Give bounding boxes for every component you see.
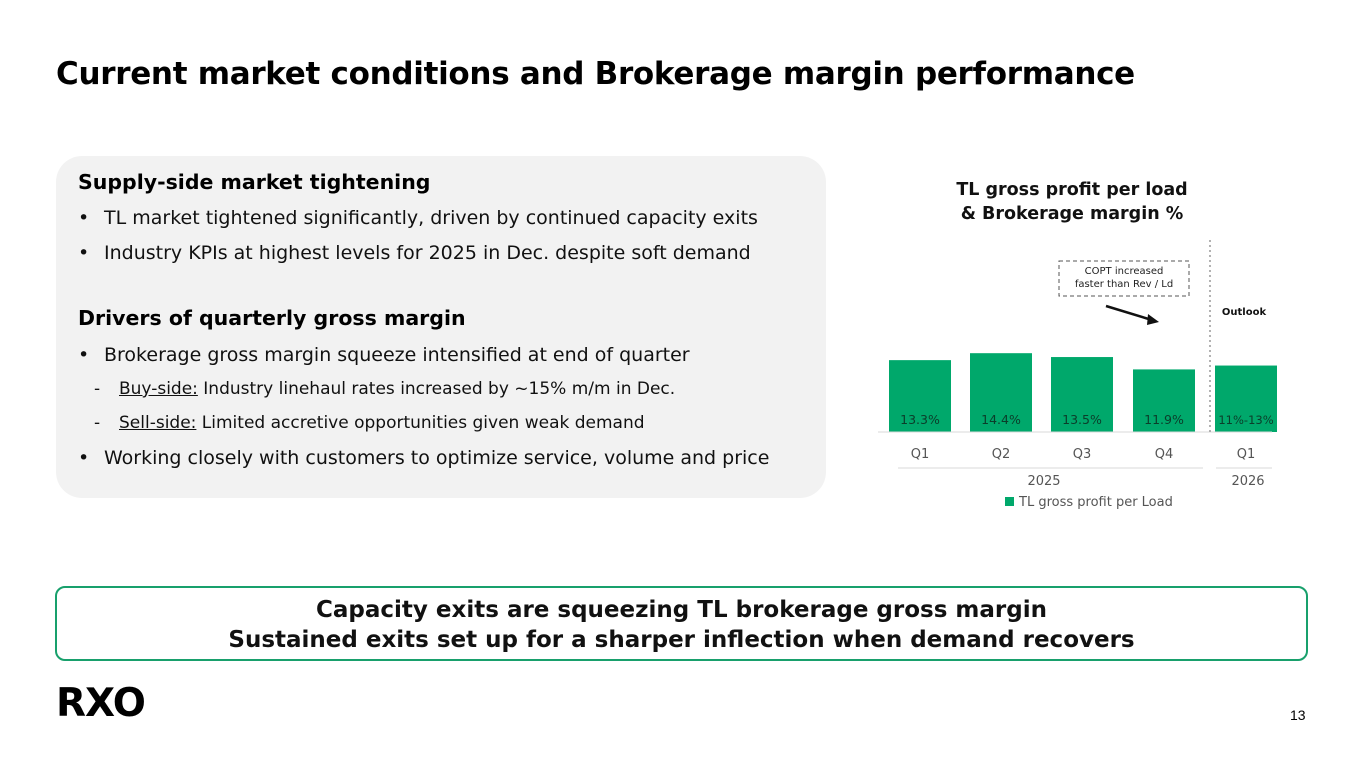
annotation-text: faster than Rev / Ld [1075, 279, 1173, 290]
bullet-item: • TL market tightened significantly, driv… [78, 207, 758, 229]
chart-title-line: & Brokerage margin % [960, 204, 1184, 224]
bullet-text: Industry KPIs at highest levels for 2025… [104, 242, 751, 264]
bar-4 [1133, 369, 1195, 432]
chart-title: TL gross profit per load & Brokerage mar… [912, 178, 1232, 226]
bullet-item: • Working closely with customers to optim… [78, 447, 769, 469]
sell-side-text: Limited accretive opportunities given we… [196, 413, 645, 433]
bar-5 [1215, 365, 1277, 432]
bullet-text: TL market tightened significantly, drive… [104, 207, 758, 229]
dash-marker: - [94, 379, 101, 399]
category-label: Q1 [911, 447, 930, 462]
rxo-logo: RXO [56, 681, 146, 726]
outlook-label: Outlook [1222, 307, 1267, 318]
category-label: Q3 [1073, 447, 1092, 462]
bullet-marker: • [78, 242, 90, 264]
bullet-item: • Brokerage gross margin squeeze intensif… [78, 344, 690, 366]
legend-swatch [1005, 497, 1014, 506]
commentary-panel [56, 156, 826, 498]
bar-2 [970, 353, 1032, 432]
buy-side-label: Buy-side: [119, 379, 198, 399]
takeaway-line: Capacity exits are squeezing TL brokerag… [316, 597, 1047, 623]
margin-label: 13.5% [1062, 412, 1102, 427]
bullet-text: Brokerage gross margin squeeze intensifi… [104, 344, 690, 366]
margin-label: 11.9% [1144, 412, 1184, 427]
margin-label: 11%-13% [1218, 413, 1273, 427]
chart-title-line: TL gross profit per load [956, 180, 1188, 200]
page-number: 13 [1290, 707, 1306, 723]
category-label: Q1 [1237, 447, 1256, 462]
annotation-arrowhead [1147, 314, 1159, 325]
takeaway-line: Sustained exits set up for a sharper inf… [228, 627, 1135, 653]
sub-bullet-item: - Buy-side: Industry linehaul rates incre… [94, 379, 675, 399]
annotation-text: COPT increased [1085, 266, 1164, 277]
page-title: Current market conditions and Brokerage … [56, 56, 1135, 92]
gross-profit-chart: 13.3% 14.4% 13.5% 11.9% 11%-13% Outlook COPT… [878, 240, 1277, 510]
margin-label: 13.3% [900, 412, 940, 427]
bullet-item: • Industry KPIs at highest levels for 202… [78, 242, 751, 264]
sub-bullet-item: - Sell-side: Limited accretive opportunit… [94, 413, 645, 433]
bullet-marker: • [78, 344, 90, 366]
sell-side-label: Sell-side: [119, 413, 197, 433]
category-label: Q4 [1155, 447, 1174, 462]
year-group-label: 2025 [1027, 474, 1060, 489]
legend-label: TL gross profit per Load [1018, 495, 1173, 510]
annotation-arrow [1105, 304, 1153, 322]
dash-marker: - [94, 413, 101, 433]
bullet-marker: • [78, 447, 90, 469]
year-group-label: 2026 [1231, 474, 1264, 489]
margin-label: 14.4% [981, 412, 1021, 427]
drivers-heading: Drivers of quarterly gross margin [78, 306, 466, 330]
bar-1 [889, 360, 951, 432]
annotation-box [1058, 260, 1190, 297]
bullet-marker: • [78, 207, 90, 229]
bullet-text: Working closely with customers to optimi… [104, 447, 770, 469]
bar-3 [1051, 357, 1113, 432]
buy-side-text: Industry linehaul rates increased by ~15… [197, 379, 676, 399]
takeaway-banner: Capacity exits are squeezing TL brokerag… [55, 586, 1308, 661]
category-label: Q2 [992, 447, 1011, 462]
supply-heading: Supply-side market tightening [78, 170, 431, 194]
